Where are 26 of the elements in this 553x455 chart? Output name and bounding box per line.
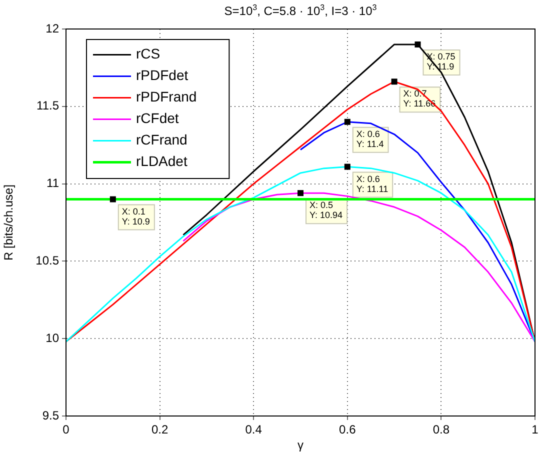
y-tick-label: 11.5 — [36, 98, 60, 113]
x-tick-label: 0 — [62, 422, 70, 437]
chart-title: S=10$^{3}$, C=5.8 · 10$^{3}$, I=3 · 10$^{3}$ — [223, 3, 378, 18]
point — [414, 41, 421, 48]
legend-label: rCS — [136, 46, 160, 62]
x-tick-label: 0.8 — [432, 422, 450, 437]
legend-label: rCFrand — [136, 132, 188, 148]
legend-label: rCFdet — [136, 110, 179, 126]
y-tick-label: 11 — [46, 176, 60, 190]
y-tick-label: 10 — [46, 330, 60, 345]
legend-label: rLDAdet — [136, 153, 188, 170]
y-axis-title: R [bits/ch.use] — [2, 184, 16, 261]
y-tick-label: 9.5 — [42, 408, 60, 422]
legend-label: rPDFrand — [136, 88, 197, 105]
y-tick-label: 10.5 — [36, 254, 60, 268]
y-tick-label: 12 — [46, 21, 60, 36]
x-tick-label: 0.4 — [245, 422, 262, 437]
x-axis-title: γ — [298, 438, 304, 452]
x-tick-label: 0.6 — [339, 422, 356, 437]
annotation: X: 0.6 Y: 11.11 — [356, 174, 388, 194]
legend-label: rPDFdet — [136, 67, 188, 84]
x-tick-label: 1 — [532, 422, 539, 437]
annotation: X: 0.5 Y: 10.94 — [310, 200, 343, 220]
x-tick-label: 0.2 — [151, 422, 168, 437]
annotation: X: 0.6 Y: 11.4 — [356, 128, 384, 149]
annotation: X: 0.1 Y: 10.9 — [122, 206, 150, 226]
